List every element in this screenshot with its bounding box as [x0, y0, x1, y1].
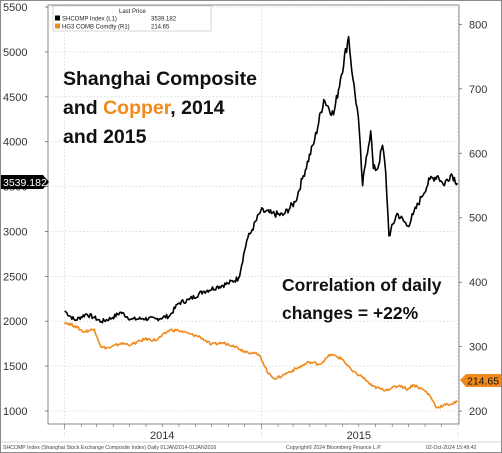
legend: Last Price SHCOMP Index (L1) 3539.182 HG… [52, 5, 212, 32]
footer-left: SHCOMP Index (Shanghai Stock Exchange Co… [3, 445, 216, 451]
right-tick-label: 500 [469, 213, 487, 225]
left-tick-label: 2000 [3, 316, 27, 328]
footer-center: Copyright© 2024 Bloomberg Finance L.P. [286, 444, 381, 451]
legend-header: Last Price [119, 9, 146, 15]
right-tick-label: 600 [469, 148, 487, 160]
right-tick-label: 200 [469, 406, 487, 418]
title-line-1: Shanghai Composite [63, 68, 257, 90]
left-tick-label: 5500 [3, 2, 27, 14]
x-tick-label: 2015 [347, 430, 371, 442]
legend-swatch-shcomp [55, 15, 60, 21]
title-line-2: and Copper, 2014 [63, 97, 225, 119]
title-line-3: and 2015 [63, 126, 147, 148]
legend-label-shcomp: SHCOMP Index (L1) [62, 17, 117, 23]
legend-swatch-copper [55, 23, 60, 29]
left-tick-label: 1000 [3, 406, 27, 418]
left-tick-label: 1500 [3, 361, 27, 373]
legend-value-copper: 214.65 [151, 25, 170, 31]
series-line-shcomp [64, 35, 459, 324]
last-price-left-text: 3539.182 [3, 177, 47, 189]
left-tick-label: 3000 [3, 226, 27, 238]
footer-right: 02-Oct-2024 15:49:42 [426, 445, 477, 451]
series-layer [64, 35, 459, 409]
right-axis: 200 300 400 500 600 700 800 [459, 19, 487, 418]
correlation-line-1: Correlation of daily [282, 275, 442, 295]
right-tick-label: 700 [469, 84, 487, 96]
x-tick-label: 2014 [150, 430, 174, 442]
x-axis: 2014 2015 [64, 424, 442, 442]
legend-label-copper: HG3 COMB Comdty (R1) [62, 25, 130, 31]
right-tick-label: 300 [469, 342, 487, 354]
left-axis: 1000150020002500300035004000450050005500 [3, 2, 48, 418]
last-price-right-text: 214.65 [467, 376, 499, 388]
legend-value-shcomp: 3539.182 [151, 17, 177, 23]
plot-area [47, 4, 460, 425]
series-line-copper [64, 321, 458, 409]
left-tick-label: 2500 [3, 271, 27, 283]
left-tick-label: 4000 [3, 137, 27, 149]
right-tick-label: 800 [469, 19, 487, 31]
right-tick-label: 400 [469, 277, 487, 289]
grid [48, 5, 459, 438]
legend-box [52, 5, 212, 32]
last-price-tag-left: 3539.182 [1, 175, 49, 189]
last-price-tag-right: 214.65 [460, 374, 501, 388]
left-tick-label: 4500 [3, 92, 27, 104]
correlation-line-2: changes = +22% [282, 303, 419, 323]
left-tick-label: 5000 [3, 47, 27, 59]
